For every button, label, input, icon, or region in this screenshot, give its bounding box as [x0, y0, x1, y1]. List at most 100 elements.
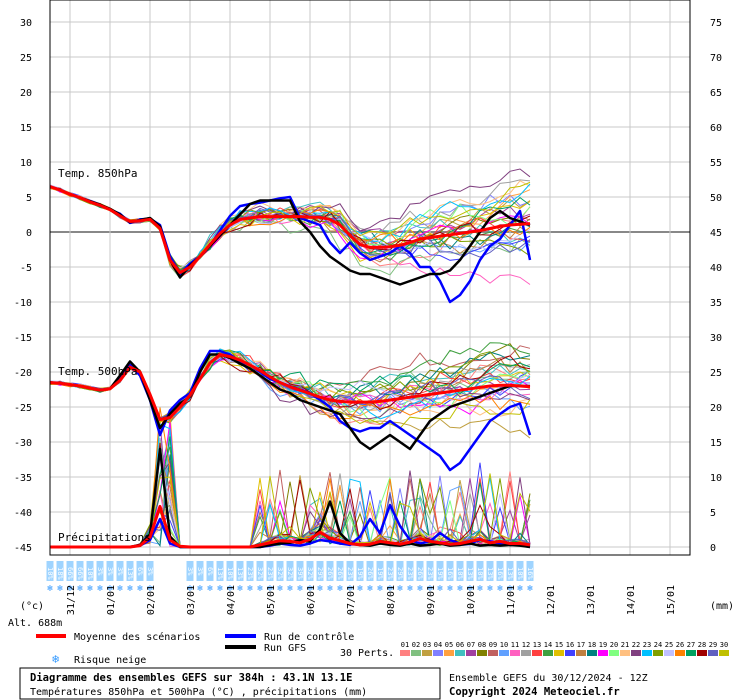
pert-swatch: [455, 650, 465, 656]
snow-risk-cell: [216, 561, 224, 581]
left-tick-label: 5: [26, 193, 32, 204]
chart-title: Diagramme des ensembles GEFS sur 384h : …: [30, 672, 352, 684]
pert-swatch: [565, 650, 575, 656]
snowflake-icon: ❄: [327, 584, 333, 594]
pert-swatch: [411, 650, 421, 656]
snow-risk-cell: [496, 561, 504, 581]
snow-risk-value: 32%: [256, 567, 264, 580]
left-tick-label: -10: [14, 298, 32, 309]
left-tick-label: -25: [14, 403, 32, 414]
snow-risk-value: 66%: [76, 567, 84, 580]
pert-number: 09: [489, 641, 497, 649]
x-date-label: 12/01: [546, 585, 557, 615]
pert-number: 08: [478, 641, 486, 649]
snow-risk-value: 23%: [246, 567, 254, 580]
x-date-label: 10/01: [466, 585, 477, 615]
snow-risk-cell: [76, 561, 84, 581]
right-tick-label: 50: [710, 193, 722, 204]
pert-swatch: [433, 650, 443, 656]
snowflake-icon: ❄: [387, 584, 393, 594]
right-tick-label: 0: [710, 543, 716, 554]
snowflake-icon: ❄: [257, 584, 263, 594]
snowflake-icon: ❄: [497, 584, 503, 594]
x-date-label: 02/01: [146, 585, 157, 615]
snowflake-icon: ❄: [57, 584, 63, 594]
snowflake-icon: ❄: [97, 584, 103, 594]
pert-number: 19: [599, 641, 607, 649]
snowflake-icon: ❄: [207, 584, 213, 594]
pert-swatch: [675, 650, 685, 656]
legend: (°c) (mm) Alt. 688m Moyenne des scénario…: [8, 601, 734, 666]
snowflake-icon: ❄: [227, 584, 233, 594]
snow-risk-cell: [86, 561, 94, 581]
snowflake-icon: ❄: [337, 584, 343, 594]
snow-risk-value: 13%: [466, 567, 474, 580]
left-tick-label: 15: [20, 123, 32, 134]
series-0-precip: [50, 504, 531, 549]
left-tick-label: -45: [14, 543, 32, 554]
snowflake-icon: ❄: [367, 584, 373, 594]
pert-number: 23: [643, 641, 651, 649]
snowflake-icon: ❄: [287, 584, 293, 594]
snowflake-icon: ❄: [377, 584, 383, 594]
pert-number: 20: [610, 641, 618, 649]
left-tick-label: 30: [20, 18, 32, 29]
snow-risk-value: 10%: [516, 567, 524, 580]
snowflake-icon: ❄: [107, 584, 113, 594]
chart-subtitle: Températures 850hPa et 500hPa (°C) , pré…: [30, 686, 367, 698]
run-info: Ensemble GEFS du 30/12/2024 - 12Z: [449, 673, 648, 684]
pert-swatch: [686, 650, 696, 656]
snow-risk-cell: [516, 561, 524, 581]
series-2-t850: [49, 185, 531, 286]
pert-swatch: [543, 650, 553, 656]
snowflake-icon: ❄: [527, 584, 533, 594]
pert-number: 05: [445, 641, 453, 649]
snowflake-icon: ❄: [297, 584, 303, 594]
snowflake-icon: ❄: [437, 584, 443, 594]
label-t500: Temp. 500hPa: [58, 365, 137, 378]
snow-risk-cell: [506, 561, 514, 581]
label-precip: Précipitations: [58, 531, 151, 544]
pert-swatch: [576, 650, 586, 656]
pert-swatch: [477, 650, 487, 656]
right-tick-label: 30: [710, 333, 722, 344]
right-tick-label: 25: [710, 368, 722, 379]
pert-number: 04: [434, 641, 442, 649]
snowflake-icon: ❄: [277, 584, 283, 594]
snow-risk-value: 13%: [506, 567, 514, 580]
snowflake-icon: ❄: [237, 584, 243, 594]
snow-risk-value: 3%: [116, 567, 124, 576]
pert-number: 12: [522, 641, 530, 649]
x-date-label: 03/01: [186, 585, 197, 615]
left-tick-label: 0: [26, 228, 32, 239]
pert-number: 07: [467, 641, 475, 649]
snow-risk-value: 19%: [356, 567, 364, 580]
series-2-t500: [49, 353, 530, 451]
x-date-label: 31/12: [66, 585, 77, 615]
snow-risk-value: 3%: [196, 567, 204, 576]
snowflake-icon: ❄: [317, 584, 323, 594]
series-0-t500: [49, 353, 531, 422]
legend-snow-label: Risque neige: [74, 655, 146, 666]
snow-risk-value: 10%: [86, 567, 94, 580]
snow-risk-cell: [316, 561, 324, 581]
snow-risk-value: 26%: [326, 567, 334, 580]
snow-risk-value: 6%: [206, 567, 214, 576]
snow-risk-value: 23%: [266, 567, 274, 580]
snow-risk-value: 10%: [456, 567, 464, 580]
right-tick-label: 35: [710, 298, 722, 309]
snowflake-icon: ❄: [117, 584, 123, 594]
pert-swatch: [510, 650, 520, 656]
pert-number: 22: [632, 641, 640, 649]
snow-risk-value: 23%: [386, 567, 394, 580]
snow-risk-cell: [296, 561, 304, 581]
left-axis-unit: (°c): [20, 601, 44, 612]
pert-number: 13: [533, 641, 541, 649]
snowflake-icon: ❄: [407, 584, 413, 594]
pert-swatch: [598, 650, 608, 656]
snowflake-icon: ❄: [487, 584, 493, 594]
right-tick-label: 20: [710, 403, 722, 414]
snow-risk-cell: [486, 561, 494, 581]
left-tick-label: -20: [14, 368, 32, 379]
series-1-t850: [49, 185, 532, 304]
